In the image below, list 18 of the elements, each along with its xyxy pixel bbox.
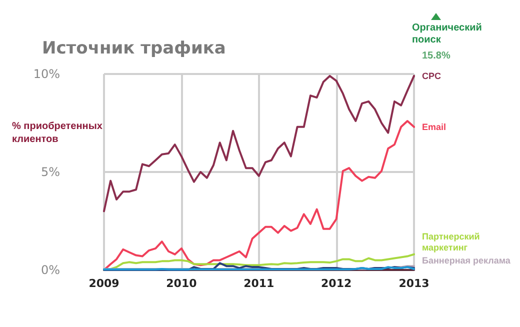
series-label: Баннерная реклама [422, 256, 512, 266]
y-axis-title: % приобретенных клиентов [12, 121, 103, 145]
x-tick-label: 2011 [244, 277, 274, 290]
x-tick-label: 2010 [166, 277, 198, 290]
text: Органический поиск [412, 22, 482, 46]
chart-title: Источник трафика [42, 38, 226, 58]
x-tick-label: 2009 [88, 277, 120, 290]
y-tick-label: 5% [40, 165, 60, 179]
series-label: CPC [422, 70, 442, 81]
line-series [103, 120, 415, 271]
series-label: Email [422, 122, 446, 132]
y-tick-label: 10% [33, 67, 60, 81]
x-tick-label: 2013 [398, 277, 430, 290]
y-tick-label: 0% [40, 263, 60, 277]
line-series [103, 262, 415, 271]
series-label: Партнерский маркетинг [422, 232, 480, 252]
x-tick-label: 2012 [321, 277, 352, 290]
text: 15.8% [422, 50, 450, 62]
